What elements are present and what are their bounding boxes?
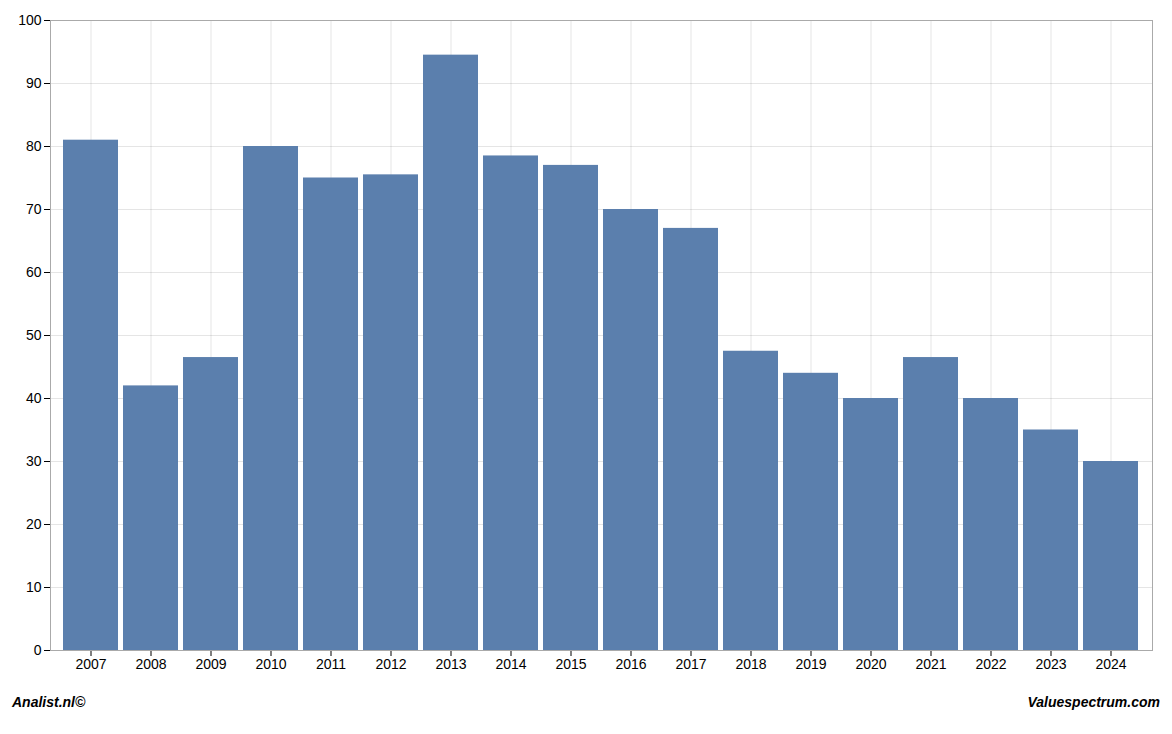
svg-text:2023: 2023 xyxy=(1035,656,1066,672)
svg-text:2012: 2012 xyxy=(375,656,406,672)
html-text:Analist.nl©: Analist.nl© xyxy=(12,694,86,710)
svg-text:2022: 2022 xyxy=(975,656,1006,672)
svg-text:2013: 2013 xyxy=(435,656,466,672)
svg-text:90: 90 xyxy=(26,75,42,91)
svg-text:2017: 2017 xyxy=(675,656,706,672)
svg-text:80: 80 xyxy=(26,138,42,154)
svg-text:0: 0 xyxy=(34,642,42,658)
svg-text:2016: 2016 xyxy=(615,656,646,672)
svg-text:40: 40 xyxy=(26,390,42,406)
svg-text:2014: 2014 xyxy=(495,656,526,672)
svg-text:2021: 2021 xyxy=(915,656,946,672)
svg-text:2019: 2019 xyxy=(795,656,826,672)
svg-text:2010: 2010 xyxy=(255,656,286,672)
svg-text:2009: 2009 xyxy=(195,656,226,672)
svg-text:2015: 2015 xyxy=(555,656,586,672)
html-text:Valuespectrum.com: Valuespectrum.com xyxy=(1027,694,1160,710)
svg-text:2024: 2024 xyxy=(1095,656,1126,672)
svg-text:2008: 2008 xyxy=(135,656,166,672)
svg-text:100: 100 xyxy=(18,12,42,28)
svg-text:10: 10 xyxy=(26,579,42,595)
svg-text:70: 70 xyxy=(26,201,42,217)
svg-text:50: 50 xyxy=(26,327,42,343)
svg-text:2011: 2011 xyxy=(316,656,346,672)
svg-text:2007: 2007 xyxy=(75,656,106,672)
svg-text:20: 20 xyxy=(26,516,42,532)
svg-text:60: 60 xyxy=(26,264,42,280)
svg-text:2018: 2018 xyxy=(735,656,766,672)
svg-text:30: 30 xyxy=(26,453,42,469)
svg-text:2020: 2020 xyxy=(855,656,886,672)
